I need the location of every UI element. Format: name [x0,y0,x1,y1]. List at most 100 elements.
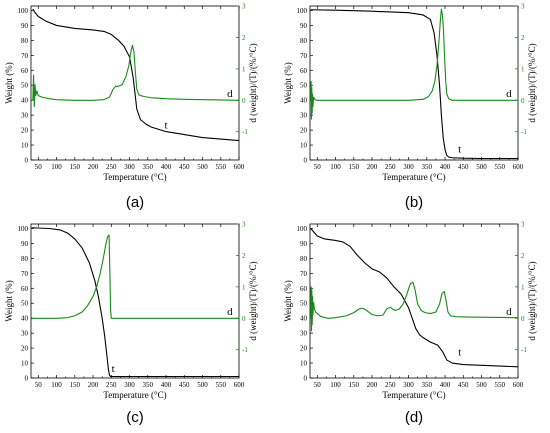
x-tick-label: 300 [124,163,135,171]
panel-label: (d) [405,409,423,426]
x-tick-label: 250 [385,381,396,389]
x-tick-label: 100 [51,163,62,171]
x-tick-label: 300 [124,381,135,389]
x-tick-label: 50 [35,163,43,171]
x-axis-title: Temperature (°C) [382,172,445,182]
x-tick-label: 250 [385,163,396,171]
y-tick-label: 10 [300,142,308,150]
y2-tick-label: 1 [242,283,246,291]
y2-tick-label: 3 [521,3,525,11]
y-axis-title: Weight (%) [4,62,14,104]
derivative-curve [32,44,240,108]
weight-curve [310,228,519,368]
y-tick-label: 10 [21,142,29,150]
y-axis-title: Weight (%) [4,280,14,322]
y-tick-label: 40 [21,315,29,323]
y2-tick-label: 1 [242,65,246,73]
x-tick-label: 500 [476,381,487,389]
x-tick-label: 100 [51,381,62,389]
x-tick-label: 400 [440,381,451,389]
curve-label: t [164,120,167,132]
x-tick-label: 200 [367,381,378,389]
y-tick-label: 30 [300,330,308,338]
y-tick-label: 50 [21,82,29,90]
x-tick-label: 400 [440,163,451,171]
x-tick-label: 550 [495,163,506,171]
x-tick-label: 50 [35,381,43,389]
y-tick-label: 20 [21,127,29,135]
curve-label: t [112,363,115,375]
x-tick-label: 450 [179,381,190,389]
x-tick-label: 50 [314,163,322,171]
y-tick-label: 0 [304,375,308,383]
y2-axis-title: d (weight)/(T)/(%/°C) [527,43,537,122]
y-tick-label: 60 [21,67,29,75]
y2-tick-label: 1 [521,65,525,73]
y-tick-label: 50 [300,300,308,308]
y-tick-label: 40 [21,97,29,105]
chart-panel: 50 100 150 200 250 300 350 400 450 500 550 60001020… [283,3,537,212]
x-tick-label: 500 [197,163,208,171]
chart-panel: 50 100 150 200 250 300 350 400 450 500 550 60001020… [283,221,537,427]
y-tick-label: 80 [21,37,29,45]
plot-frame [309,5,519,161]
x-tick-label: 50 [314,381,322,389]
x-tick-label: 550 [216,163,227,171]
y-tick-label: 40 [300,97,308,105]
panel-label: (a) [126,194,144,211]
x-tick-label: 150 [70,381,81,389]
chart-panel: 50 100 150 200 250 300 350 400 450 500 550 60001020… [4,221,258,427]
weight-curve [310,9,518,160]
derivative-curve [310,281,519,332]
derivative-curve [310,8,518,120]
y-tick-label: 40 [300,315,308,323]
weight-curve [32,8,240,142]
y-tick-label: 90 [300,240,308,248]
y-tick-label: 90 [300,22,308,30]
plot-frame [30,223,240,379]
x-tick-label: 200 [88,163,99,171]
y-tick-label: 50 [300,82,308,90]
x-tick-label: 600 [234,163,245,171]
y-tick-label: 20 [300,345,308,353]
panel-label: (c) [126,409,144,426]
y-axis-title: Weight (%) [283,62,293,104]
plot-frame [30,5,240,161]
y2-axis-title: d (weight)/(T)/(%/°C) [527,261,537,340]
y-tick-label: 100 [18,7,29,15]
x-tick-label: 500 [476,163,487,171]
curve-label: d [227,88,233,100]
x-tick-label: 100 [330,381,341,389]
x-tick-label: 450 [458,381,469,389]
x-tick-label: 600 [513,381,524,389]
y2-tick-label: 0 [521,315,525,323]
y-tick-label: 60 [300,285,308,293]
y-tick-label: 90 [21,240,29,248]
y-tick-label: 100 [297,225,308,233]
y-tick-label: 10 [21,360,29,368]
x-axis-title: Temperature (°C) [103,172,166,182]
panel-label: (b) [405,194,423,211]
x-axis-title: Temperature (°C) [382,390,445,400]
y2-tick-label: -1 [242,128,248,136]
x-tick-label: 350 [422,163,433,171]
y-tick-label: 30 [300,112,308,120]
y-tick-label: 70 [21,52,29,60]
derivative-curve [31,234,239,319]
y2-axis-title: d (weight)/(T)/(%/°C) [248,261,258,340]
x-tick-label: 200 [88,381,99,389]
y-tick-label: 100 [297,7,308,15]
x-tick-label: 200 [367,163,378,171]
x-tick-label: 300 [403,381,414,389]
x-tick-label: 350 [143,381,154,389]
x-tick-label: 600 [513,163,524,171]
y-tick-label: 0 [304,157,308,165]
y2-tick-label: 2 [242,252,246,260]
x-tick-label: 550 [216,381,227,389]
chart-panel: 50 100 150 200 250 300 350 400 450 500 550 60001020… [4,3,258,212]
y2-tick-label: 1 [521,283,525,291]
y-tick-label: 90 [21,22,29,30]
y-tick-label: 80 [21,255,29,263]
y-tick-label: 0 [25,375,29,383]
